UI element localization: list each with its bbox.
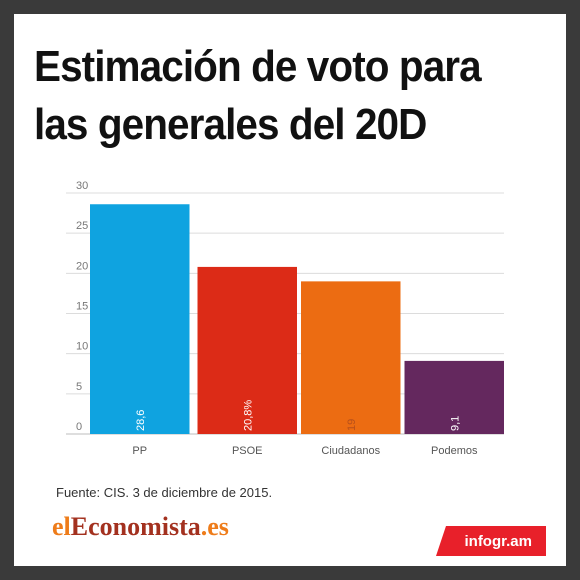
y-tick-label: 15 bbox=[76, 301, 88, 313]
bars bbox=[90, 204, 504, 434]
y-tick-label: 30 bbox=[76, 180, 88, 192]
value-label: 28,6 bbox=[135, 410, 147, 431]
y-tick-label: 5 bbox=[76, 381, 82, 393]
y-tick-label: 20 bbox=[76, 260, 88, 272]
y-axis-ticks: 0 5 10 15 20 25 30 bbox=[76, 180, 88, 433]
chart-title: Estimación de voto para las generales de… bbox=[34, 42, 482, 149]
y-tick-label: 0 bbox=[76, 421, 82, 433]
bar-podemos bbox=[404, 360, 504, 434]
value-label: 19 bbox=[346, 419, 358, 431]
y-tick-label: 25 bbox=[76, 220, 88, 232]
value-labels: 28,6 20,8% 19 9,1 bbox=[135, 400, 462, 431]
x-tick-label: Podemos bbox=[431, 445, 478, 457]
bar-pp bbox=[90, 204, 190, 434]
eleconomista-logo: elEconomista.es bbox=[52, 512, 229, 541]
x-tick-label: PSOE bbox=[232, 445, 263, 457]
x-tick-label: PP bbox=[132, 445, 147, 457]
infogram-badge[interactable]: infogr.am bbox=[436, 526, 546, 556]
source-note: Fuente: CIS. 3 de diciembre de 2015. bbox=[56, 485, 273, 500]
value-label: 20,8% bbox=[242, 400, 254, 431]
y-tick-label: 10 bbox=[76, 341, 88, 353]
x-axis-labels: PP PSOE Ciudadanos Podemos bbox=[132, 445, 478, 457]
bar-ciudadanos bbox=[301, 281, 401, 434]
x-tick-label: Ciudadanos bbox=[321, 445, 380, 457]
bar-psoe bbox=[197, 266, 297, 434]
value-label: 9,1 bbox=[449, 416, 461, 431]
